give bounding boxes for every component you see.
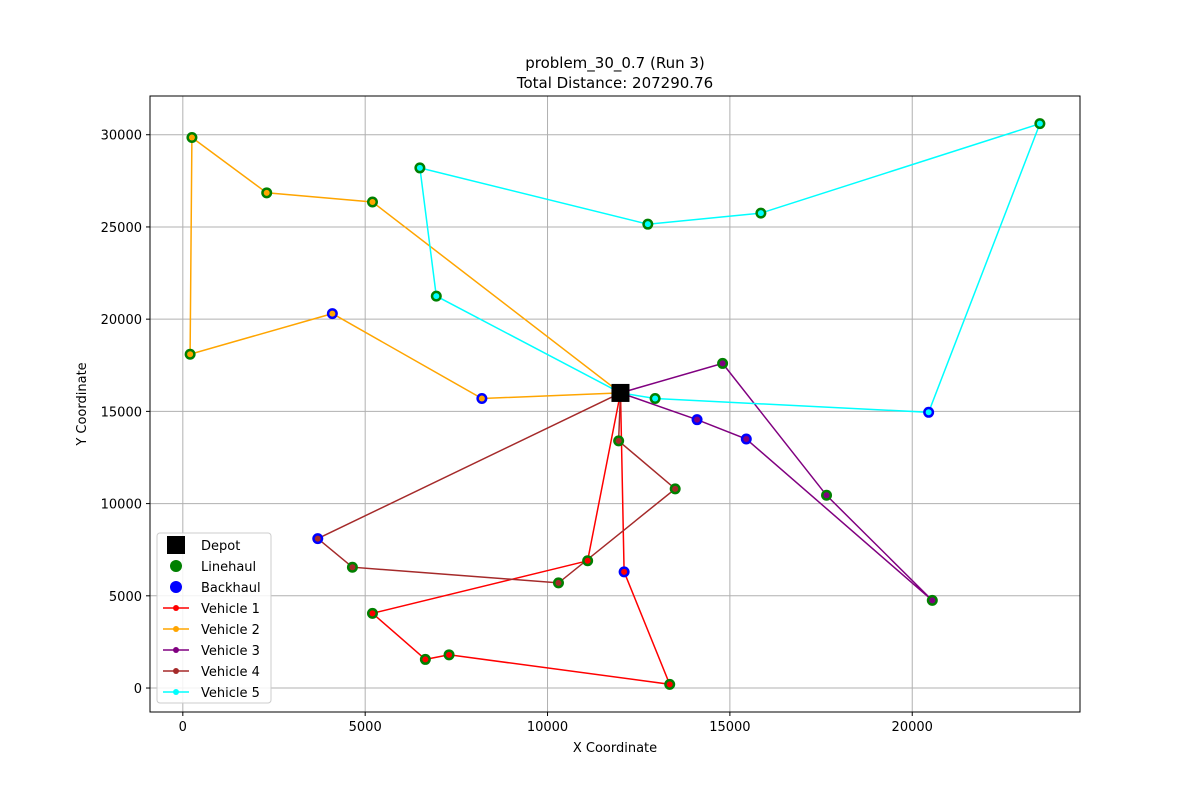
vehicle-3-route-marker [719, 360, 726, 367]
vehicle-3-route-marker [929, 597, 936, 604]
depot-layer [611, 383, 630, 402]
y-tick-label: 25000 [101, 221, 142, 236]
y-tick-label: 0 [134, 682, 142, 697]
plot-frame [149, 95, 1081, 713]
vehicle-5-route-marker [652, 395, 659, 402]
y-tick-label: 20000 [101, 313, 142, 328]
vehicle-1-route-marker [446, 651, 453, 658]
vehicle-2-route-marker [369, 199, 376, 206]
vehicle-1-route-line [370, 392, 671, 686]
legend-line-marker [173, 605, 179, 611]
vehicle-5-route-marker [644, 221, 651, 228]
legend-label: Linehaul [201, 560, 256, 575]
vehicle-2-route-marker [188, 134, 195, 141]
legend-box [156, 532, 272, 704]
legend-label: Backhaul [201, 581, 261, 596]
legend-line-marker [173, 647, 179, 653]
legend-label: Depot [201, 539, 240, 554]
axis-ticks: 0 5000 10000 15000 20000 0 5000 10000 15000 20000… [101, 129, 933, 735]
vehicle-5-route-marker [925, 409, 932, 416]
depot-marker [611, 383, 630, 402]
vehicle-2-route-marker [478, 395, 485, 402]
vehicle-1-route-marker [422, 656, 429, 663]
grid-lines [150, 96, 1080, 712]
legend-line-marker [173, 626, 179, 632]
legend-depot-swatch [167, 536, 185, 554]
vehicle-3-route-marker [743, 436, 750, 443]
vehicle-1-route-marker [621, 568, 628, 575]
legend-label: Vehicle 5 [201, 686, 260, 701]
legend-label: Vehicle 2 [201, 623, 260, 638]
y-axis-label: Y Coordinate [75, 362, 90, 446]
y-tick-label: 10000 [101, 498, 142, 513]
x-tick-label: 20000 [892, 720, 933, 735]
x-tick-label: 0 [179, 720, 187, 735]
vehicle-5-route-marker [416, 164, 423, 171]
vehicle-2-route-marker [263, 189, 270, 196]
x-tick-label: 15000 [709, 720, 750, 735]
vehicle-5-route-marker [1036, 120, 1043, 127]
legend-line-marker [173, 689, 179, 695]
vehicle-2-route-marker [329, 310, 336, 317]
legend-label: Vehicle 4 [201, 665, 260, 680]
chart-subtitle: Total Distance: 207290.76 [516, 74, 713, 92]
legend-point-swatch [170, 581, 182, 593]
x-axis-label: X Coordinate [573, 741, 657, 756]
vehicle-2-route-marker [187, 351, 194, 358]
vehicle-5-route-marker [757, 210, 764, 217]
y-tick-label: 30000 [101, 129, 142, 144]
vehicle-4-route-marker [349, 564, 356, 571]
legend: Depot Linehaul Backhaul Vehicle 1 Vehicle 2 V… [156, 532, 272, 704]
vehicle-4-route-marker [615, 437, 622, 444]
vehicle-4-route-marker [555, 579, 562, 586]
vehicle-3-route-marker [823, 492, 830, 499]
vehicle-3-route-marker [694, 416, 701, 423]
vehicle-1-route-marker [584, 557, 591, 564]
x-tick-label: 10000 [527, 720, 568, 735]
customer-points [184, 118, 1046, 690]
vehicle-2-route-line [189, 136, 621, 400]
legend-line-marker [173, 668, 179, 674]
x-tick-label: 5000 [349, 720, 382, 735]
vehicle-4-route-marker [672, 485, 679, 492]
chart-title: problem_30_0.7 (Run 3) [525, 54, 705, 73]
legend-label: Vehicle 1 [201, 602, 260, 617]
vehicle-4-route-marker [314, 535, 321, 542]
legend-label: Vehicle 3 [201, 644, 260, 659]
legend-point-swatch [170, 560, 182, 572]
y-tick-label: 5000 [109, 590, 142, 605]
vehicle-5-route-marker [433, 293, 440, 300]
vehicle-1-route-marker [369, 610, 376, 617]
y-tick-label: 15000 [101, 405, 142, 420]
vehicle-1-route-marker [666, 681, 673, 688]
